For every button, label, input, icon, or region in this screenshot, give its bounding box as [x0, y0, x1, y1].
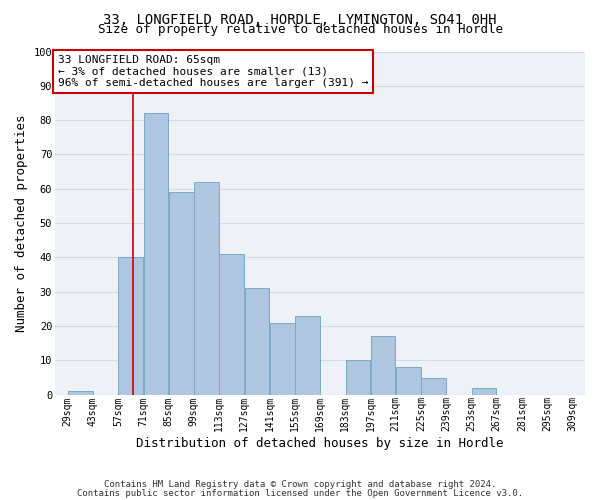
Bar — [371, 336, 395, 395]
Bar — [295, 316, 320, 395]
Text: Contains HM Land Registry data © Crown copyright and database right 2024.: Contains HM Land Registry data © Crown c… — [104, 480, 496, 489]
X-axis label: Distribution of detached houses by size in Hordle: Distribution of detached houses by size … — [136, 437, 504, 450]
Bar — [68, 392, 92, 395]
Bar — [346, 360, 370, 395]
Text: Contains public sector information licensed under the Open Government Licence v3: Contains public sector information licen… — [77, 488, 523, 498]
Bar — [270, 322, 295, 395]
Bar — [472, 388, 496, 395]
Bar — [118, 258, 143, 395]
Text: 33, LONGFIELD ROAD, HORDLE, LYMINGTON, SO41 0HH: 33, LONGFIELD ROAD, HORDLE, LYMINGTON, S… — [103, 12, 497, 26]
Bar — [245, 288, 269, 395]
Bar — [143, 114, 169, 395]
Bar — [169, 192, 194, 395]
Bar — [421, 378, 446, 395]
Bar — [194, 182, 219, 395]
Bar — [220, 254, 244, 395]
Text: Size of property relative to detached houses in Hordle: Size of property relative to detached ho… — [97, 22, 503, 36]
Text: 33 LONGFIELD ROAD: 65sqm
← 3% of detached houses are smaller (13)
96% of semi-de: 33 LONGFIELD ROAD: 65sqm ← 3% of detache… — [58, 55, 368, 88]
Bar — [396, 368, 421, 395]
Y-axis label: Number of detached properties: Number of detached properties — [15, 114, 28, 332]
